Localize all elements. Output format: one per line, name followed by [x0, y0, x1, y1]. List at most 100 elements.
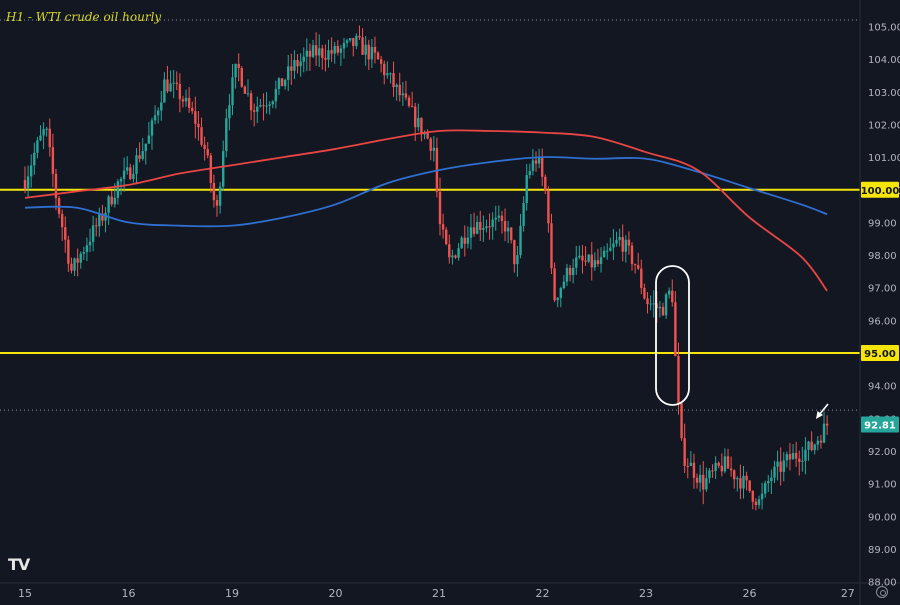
candle-body [398, 84, 401, 96]
candle-body [677, 356, 680, 404]
candle-body [367, 44, 370, 60]
x-tick-label: 22 [536, 587, 550, 600]
candle-body [782, 460, 785, 472]
candle-body [175, 82, 178, 84]
candle-body [667, 290, 671, 295]
candle-body [776, 461, 779, 467]
candle-body [482, 228, 485, 230]
candle-body [788, 454, 792, 460]
candle-body [491, 219, 494, 228]
candle-body [184, 97, 188, 102]
candle-body [494, 217, 497, 220]
candle-body [126, 167, 129, 171]
candle-body [231, 77, 234, 106]
candle-body [568, 267, 572, 275]
candle-body [649, 303, 652, 305]
candle-body [822, 423, 826, 443]
candle-body [249, 93, 253, 111]
candle-body [122, 170, 126, 179]
candle-body [417, 117, 420, 128]
candle-body [342, 42, 346, 49]
arrow-indicator-head [816, 411, 823, 419]
candle-body [218, 186, 222, 206]
candle-body [581, 255, 584, 261]
candle-body [513, 240, 516, 265]
candle-body [686, 465, 689, 467]
candle-body [110, 196, 113, 205]
candle-body [138, 155, 141, 159]
candle-body [479, 221, 482, 230]
candle-body [472, 227, 476, 234]
candle-body [683, 438, 686, 466]
candle-body [791, 453, 795, 460]
candle-body [627, 239, 631, 246]
candle-body [361, 37, 364, 55]
candle-body [404, 93, 408, 98]
candle-body [664, 294, 668, 316]
candle-body [296, 60, 299, 67]
moving-averages [24, 129, 828, 292]
candle-body [203, 144, 206, 150]
candle-body [225, 118, 228, 152]
y-tick-label: 99.00 [868, 218, 897, 229]
candle-body [299, 61, 302, 67]
level-price-badge [861, 345, 899, 361]
candle-body [23, 179, 27, 189]
y-tick-label: 90.00 [868, 512, 897, 523]
reference-lines [0, 19, 860, 411]
candle-body [448, 244, 451, 258]
candle-body [813, 444, 816, 451]
candle-body [206, 149, 209, 156]
candle-body [48, 128, 51, 148]
candle-body [519, 225, 522, 256]
candle-body [451, 255, 454, 258]
candle-body [395, 84, 398, 88]
candle-body [280, 78, 284, 87]
candle-body [107, 196, 110, 213]
candle-body [429, 138, 432, 151]
candle-body [819, 440, 823, 443]
gap-highlight-ellipse [655, 265, 690, 406]
candle-body [160, 102, 163, 111]
candle-body [314, 45, 318, 56]
candle-body [339, 48, 343, 53]
candle-body [680, 403, 683, 439]
settings-gear-icon[interactable] [876, 586, 888, 598]
last-price-badge [861, 416, 899, 433]
candle-body [407, 97, 411, 106]
y-tick-label: 105.00 [868, 23, 900, 34]
candle-body [606, 250, 609, 252]
candle-body [773, 466, 776, 478]
candle-body [70, 263, 73, 271]
candle-body [528, 171, 532, 176]
candle-body [522, 203, 525, 226]
candle-body [556, 297, 559, 301]
candle-body [293, 60, 296, 71]
candle-body [73, 258, 76, 271]
candle-body [172, 82, 175, 84]
candle-body [64, 227, 67, 240]
candle-body [779, 461, 782, 472]
candle-body [150, 120, 154, 136]
candle-body [438, 191, 442, 225]
candle-body [194, 111, 197, 124]
candle-body [370, 47, 374, 60]
candle-body [705, 478, 708, 490]
candle-body [804, 449, 807, 461]
candle-body [324, 57, 327, 60]
candle-body [720, 465, 724, 472]
candle-body [256, 106, 259, 112]
candle-body [584, 260, 587, 262]
candle-body [547, 191, 550, 224]
moving-average-red [24, 129, 828, 292]
candle-body [816, 440, 820, 445]
candle-body [689, 462, 693, 467]
candle-body [612, 243, 615, 248]
level-price-badge [861, 181, 899, 198]
candle-body [376, 52, 380, 60]
x-tick-label: 21 [432, 587, 446, 600]
horizontal-levels [0, 188, 860, 354]
candle-body [373, 47, 377, 53]
candle-body [321, 48, 324, 58]
